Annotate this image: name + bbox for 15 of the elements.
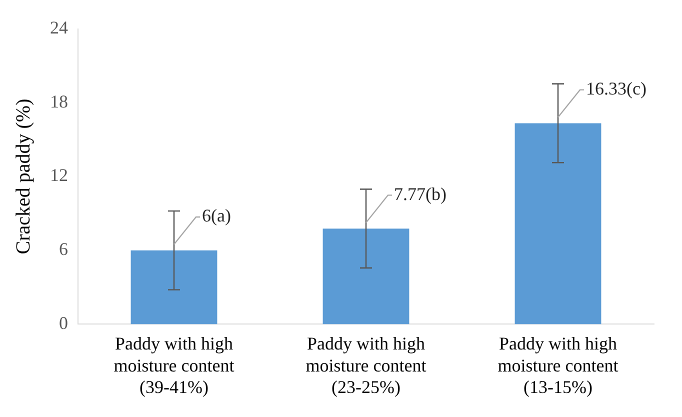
x-tick-label: Paddy with high moisture content (39-41%) — [114, 334, 234, 397]
bar — [514, 123, 602, 324]
x-tick-label: Paddy with high moisture content (13-15%) — [498, 334, 618, 397]
data-label: 6(a) — [202, 206, 231, 226]
data-label: 7.77(b) — [394, 184, 446, 204]
y-tick-label: 24 — [50, 18, 68, 38]
y-tick-label: 18 — [50, 91, 68, 112]
bar — [322, 228, 410, 324]
y-tick-label: 6 — [59, 239, 68, 260]
y-tick-label: 0 — [59, 312, 68, 333]
data-label: 16.33(c) — [586, 78, 646, 99]
x-tick-label: Paddy with high moisture content (23-25%) — [306, 334, 426, 397]
y-axis-title: Cracked paddy (%) — [12, 98, 34, 254]
y-tick-label: 12 — [50, 165, 68, 186]
bar — [130, 250, 218, 324]
